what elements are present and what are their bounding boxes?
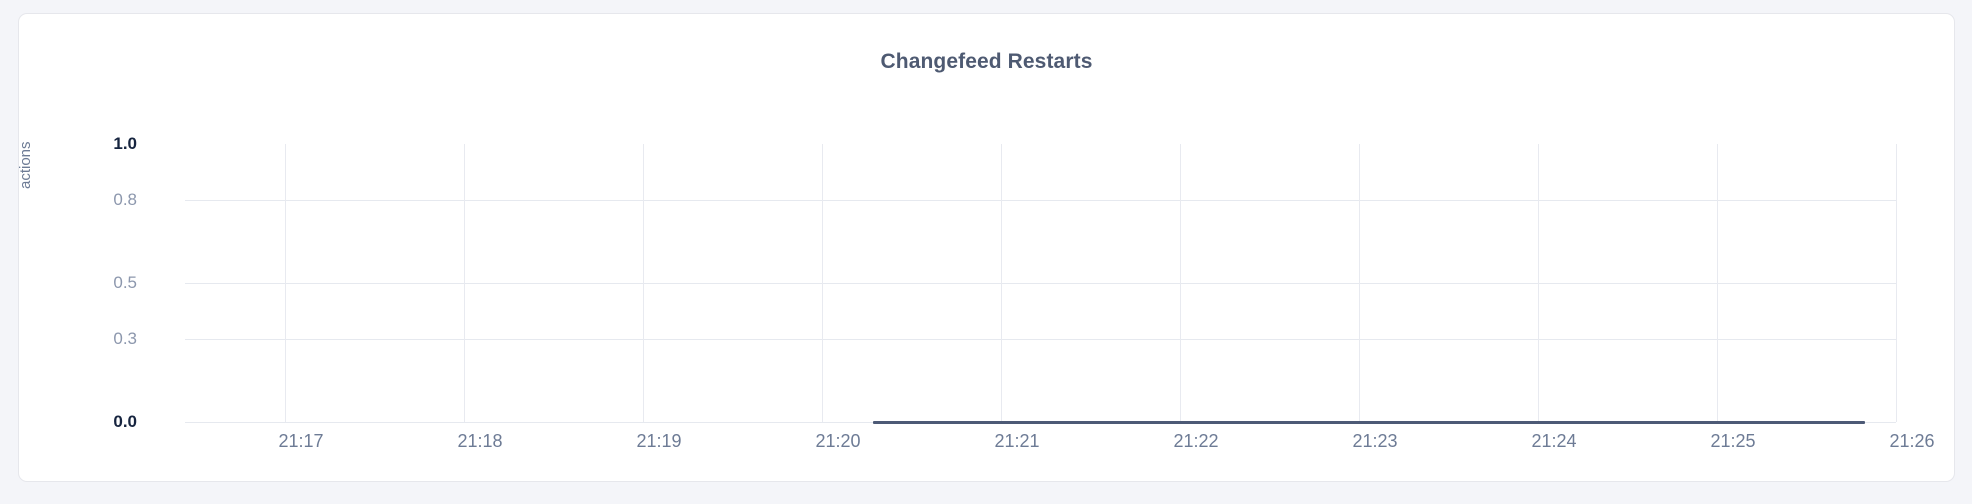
x-axis-tick-label: 21:23 [1352,431,1398,451]
gridline-horizontal [185,283,1896,284]
gridline-vertical [643,144,644,422]
gridline-vertical [1896,144,1897,422]
x-axis-tick-label: 21:26 [1889,431,1935,451]
gridline-vertical [1001,144,1002,422]
gridline-vertical [285,144,286,422]
changefeed-restarts-chart-card: Changefeed Restarts actions 1.0 0.8 0.5 0.3… [17,13,1955,482]
y-axis-tick-label: 1.0 [113,134,137,153]
gridline-vertical [464,144,465,422]
gridline-vertical [1717,144,1718,422]
page-title: Changefeed Restarts [880,50,1093,73]
gridline-horizontal [185,199,1896,201]
y-axis-tick-label: 0.0 [113,412,137,431]
y-axis-tick-label: 0.3 [113,328,137,348]
gridline-vertical [1538,144,1539,422]
x-axis-tick-label: 21:22 [1173,431,1219,451]
x-axis-tick-label: 21:21 [994,431,1040,451]
x-axis-tick-label: 21:20 [815,431,861,451]
x-axis-tick-label: 21:24 [1531,431,1577,451]
gridline-vertical [1359,144,1360,422]
plot-area [185,144,1897,424]
y-axis-tick-label: 0.8 [113,189,137,209]
y-axis-title: actions [17,141,34,189]
gridline-vertical [1180,144,1181,422]
x-axis-tick-label: 21:18 [457,431,503,451]
x-axis-tick-label: 21:19 [636,431,682,451]
x-axis-tick-label: 21:25 [1710,431,1756,451]
gridline-horizontal [185,338,1896,340]
y-axis-tick-labels: 1.0 0.8 0.5 0.3 0.0 [79,134,137,431]
gridline-vertical [822,144,823,422]
series-line [873,420,1866,424]
x-axis-tick-label: 21:17 [278,431,324,451]
y-axis-tick-label: 0.5 [113,273,137,292]
